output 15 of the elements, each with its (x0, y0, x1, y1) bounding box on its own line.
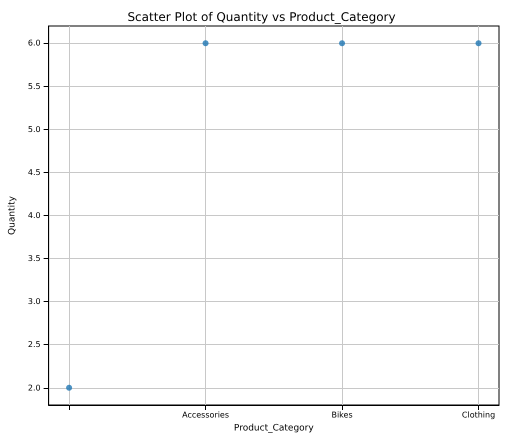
x-tick-label: Clothing (462, 410, 496, 420)
x-tick-label: Bikes (331, 410, 353, 420)
x-axis-title: Product_Category (234, 424, 314, 434)
y-tick-label: 4.5 (28, 168, 41, 177)
y-tick-label: 2.5 (28, 340, 41, 350)
y-tick-label: 5.5 (28, 82, 41, 91)
x-tick-label: Accessories (182, 410, 230, 420)
y-tick-label: 4.0 (28, 211, 41, 220)
y-tick-label: 3.0 (28, 297, 41, 306)
chart-title: Scatter Plot of Quantity vs Product_Category (127, 10, 396, 24)
y-axis-title: Quantity (8, 195, 18, 235)
y-tick-label: 6.0 (28, 38, 41, 48)
y-tick-label: 3.5 (28, 254, 41, 264)
y-tick-label: 5.0 (28, 124, 41, 134)
y-tick-label: 2.0 (28, 383, 41, 392)
